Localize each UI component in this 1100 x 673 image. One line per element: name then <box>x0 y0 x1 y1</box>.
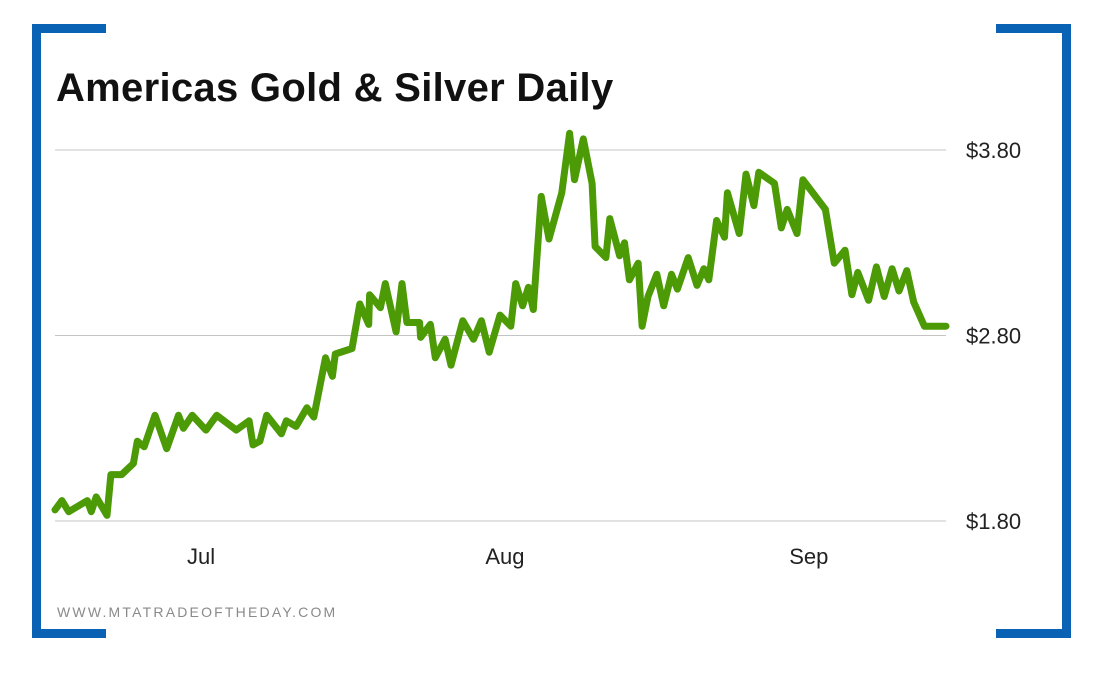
x-tick-label: Aug <box>485 544 524 569</box>
y-tick-label: $3.80 <box>966 138 1021 163</box>
frame-right-bottom <box>996 629 1071 638</box>
price-line <box>51 129 950 519</box>
x-tick-label: Sep <box>789 544 828 569</box>
frame-right-vertical <box>1062 24 1071 638</box>
watermark: WWW.MTATRADEOFTHEDAY.COM <box>57 604 338 620</box>
y-tick-label: $1.80 <box>966 509 1021 534</box>
frame-left-top <box>32 24 106 33</box>
chart-title: Americas Gold & Silver Daily <box>56 66 614 110</box>
frame-right-top <box>996 24 1071 33</box>
frame-left-vertical <box>32 24 41 638</box>
frame-left-bottom <box>32 629 106 638</box>
y-tick-label: $2.80 <box>966 324 1021 349</box>
x-tick-label: Jul <box>187 544 215 569</box>
